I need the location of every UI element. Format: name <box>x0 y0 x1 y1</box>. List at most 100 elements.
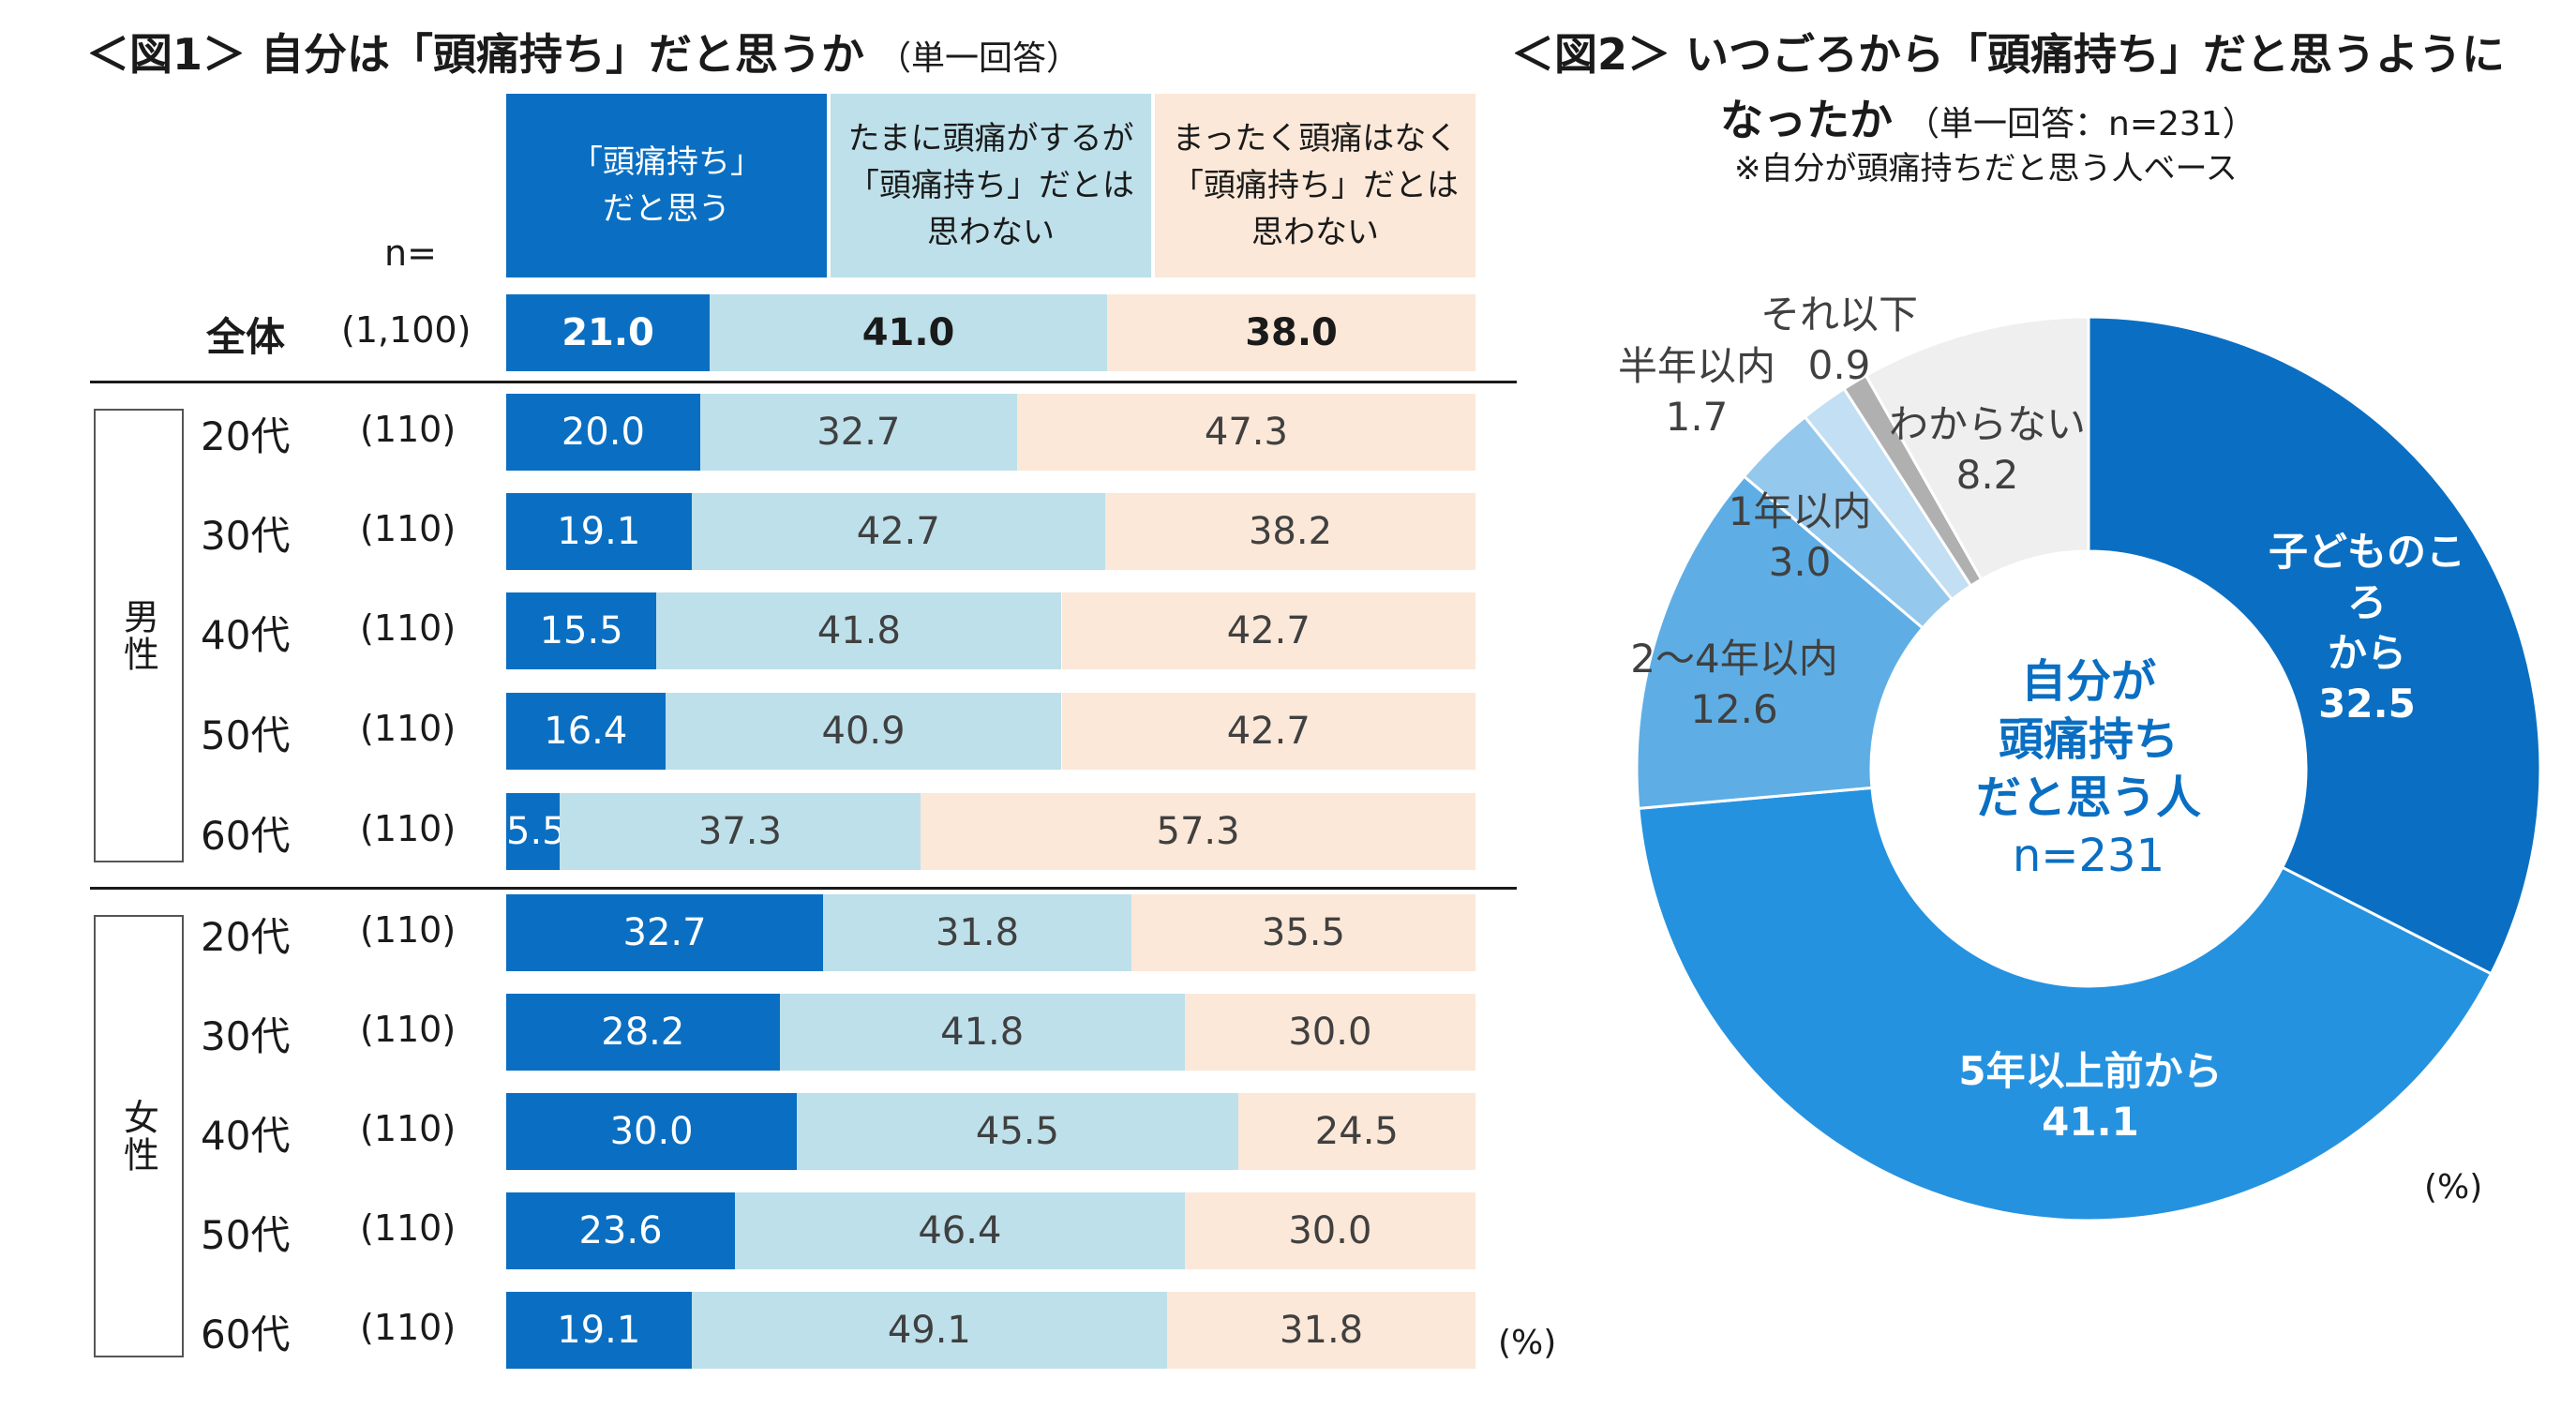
group-male-label: 男性 <box>117 598 159 673</box>
bar-segment: 32.7 <box>699 394 1017 471</box>
row-n: (110) <box>360 1009 457 1050</box>
slice-name: わからない <box>1888 401 2087 447</box>
row-n: (110) <box>360 508 457 549</box>
fig2-title-line1: ＜図2＞ いつごろから「頭痛持ち」だと思うように <box>1511 29 2506 80</box>
bar-segment: 23.6 <box>506 1192 735 1269</box>
divider-line <box>90 381 1517 383</box>
group-female-box: 女性 <box>94 915 184 1357</box>
bar-segment: 40.9 <box>665 693 1062 770</box>
donut-center-n: n=231 <box>2012 830 2165 882</box>
slice-value: 41.1 <box>2042 1099 2139 1145</box>
bar-segment: 19.1 <box>506 1292 692 1369</box>
row-label: 40代 <box>201 1113 291 1159</box>
fig2-title-line2: なったか （単一回答：n=231） <box>1720 95 2256 145</box>
donut-slice <box>1635 474 1925 810</box>
bar-segment: 49.1 <box>691 1292 1168 1369</box>
bar-segment: 47.3 <box>1016 394 1475 471</box>
fig2-unit-label: (%) <box>2424 1168 2483 1207</box>
row-label: 60代 <box>201 813 291 859</box>
donut-slice-label: 子どものころ から 32.5 <box>2263 527 2472 729</box>
bar-segment: 31.8 <box>1167 1292 1475 1369</box>
row-label: 30代 <box>201 513 291 559</box>
row-n: (110) <box>360 607 457 649</box>
row-n: (110) <box>360 1207 457 1249</box>
group-male-box: 男性 <box>94 409 184 862</box>
row-n: (110) <box>360 1108 457 1149</box>
slice-value: 1.7 <box>1665 394 1729 440</box>
group-female-label: 女性 <box>117 1099 159 1174</box>
donut-slice-label: 5年以上前から 41.1 <box>1958 1046 2222 1147</box>
divider-line <box>90 887 1517 890</box>
bar-segment: 38.2 <box>1105 493 1475 570</box>
bar-segment: 16.4 <box>506 693 666 770</box>
row-label: 全体 <box>206 314 286 360</box>
row-n: (110) <box>360 409 457 450</box>
bar-segment: 41.8 <box>656 592 1062 669</box>
row-label: 20代 <box>201 413 291 459</box>
donut-slice <box>1864 315 2090 582</box>
bar-segment: 5.5 <box>506 793 566 870</box>
bar-segment: 15.5 <box>506 592 657 669</box>
slice-name: 2～4年以内 <box>1630 636 1838 682</box>
slice-name: 1年以内 <box>1728 488 1872 534</box>
slice-name: 半年以内 <box>1617 343 1776 389</box>
bar-segment: 30.0 <box>506 1093 798 1170</box>
row-label: 50代 <box>201 1212 291 1258</box>
row-n: (110) <box>360 909 457 951</box>
bar-segment: 30.0 <box>1184 1192 1475 1269</box>
donut-slice-label: それ以下 0.9 <box>1760 290 1918 391</box>
bar-segment: 21.0 <box>506 294 711 371</box>
bar-segment: 42.7 <box>1061 592 1475 669</box>
bar-segment: 19.1 <box>506 493 692 570</box>
fig1-n-caption: n= <box>384 232 437 274</box>
donut-slice <box>2087 315 2542 976</box>
bar-segment: 37.3 <box>559 793 921 870</box>
row-label: 30代 <box>201 1013 291 1059</box>
donut-slice-label: 半年以内 1.7 <box>1618 341 1775 442</box>
fig1-subtitle: （単一回答） <box>877 39 1081 78</box>
bar-segment: 46.4 <box>735 1192 1185 1269</box>
fig1-unit-label: (%) <box>1498 1324 1557 1362</box>
row-n: (110) <box>360 708 457 749</box>
slice-value: 0.9 <box>1807 342 1871 388</box>
donut-slice-label: 1年以内 3.0 <box>1729 487 1872 588</box>
bar-segment: 42.7 <box>691 493 1105 570</box>
slice-value: 8.2 <box>1955 452 2019 498</box>
row-label: 60代 <box>201 1312 291 1357</box>
bar-segment: 20.0 <box>506 394 700 471</box>
row-n: (110) <box>360 808 457 849</box>
fig1-header-yes: 「頭痛持ち」 だと思う <box>506 94 827 277</box>
row-n: (110) <box>360 1307 457 1348</box>
bar-segment: 41.8 <box>779 994 1185 1071</box>
row-n: (1,100) <box>341 309 472 351</box>
slice-value: 32.5 <box>2318 681 2416 727</box>
donut-slice-label: わからない 8.2 <box>1889 399 2086 501</box>
fig1-header-never: まったく頭痛はなく 「頭痛持ち」だとは 思わない <box>1155 94 1475 277</box>
bar-segment: 42.7 <box>1061 693 1475 770</box>
donut-center-title: 自分が 頭痛持ち だと思う人 <box>1975 655 2202 824</box>
slice-value: 12.6 <box>1690 686 1778 732</box>
row-label: 20代 <box>201 914 291 960</box>
bar-segment: 35.5 <box>1131 894 1475 971</box>
bar-segment: 24.5 <box>1237 1093 1475 1170</box>
bar-segment: 41.0 <box>710 294 1107 371</box>
fig2-note: ※自分が頭痛持ちだと思う人ベース <box>1734 150 2238 187</box>
donut-center-label: 自分が 頭痛持ち だと思う人 n=231 <box>1976 652 2201 885</box>
bar-segment: 32.7 <box>506 894 824 971</box>
bar-segment: 38.0 <box>1107 294 1475 371</box>
fig2-subtitle: （単一回答：n=231） <box>1906 105 2256 143</box>
bar-segment: 28.2 <box>506 994 780 1071</box>
fig1-title: ＜図1＞ 自分は「頭痛持ち」だと思うか （単一回答） <box>86 29 1081 80</box>
slice-name: 子どものころ から <box>2268 529 2465 676</box>
slice-name: 5年以上前から <box>1958 1048 2223 1094</box>
slice-value: 3.0 <box>1768 539 1832 585</box>
row-label: 40代 <box>201 612 291 658</box>
bar-segment: 45.5 <box>797 1093 1238 1170</box>
slice-name: それ以下 <box>1760 292 1919 337</box>
row-label: 50代 <box>201 712 291 758</box>
donut-slice-label: 2～4年以内 12.6 <box>1630 634 1837 735</box>
fig1-header-sometimes: たまに頭痛がするが 「頭痛持ち」だとは 思わない <box>831 94 1151 277</box>
bar-segment: 31.8 <box>823 894 1131 971</box>
bar-segment: 30.0 <box>1184 994 1475 1071</box>
